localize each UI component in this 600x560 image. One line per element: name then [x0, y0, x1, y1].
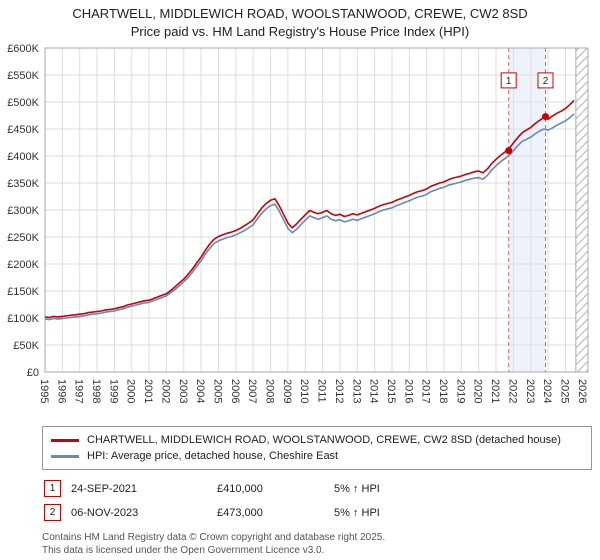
- svg-text:£50K: £50K: [13, 340, 39, 352]
- svg-text:£550K: £550K: [7, 70, 39, 82]
- svg-text:1998: 1998: [90, 379, 102, 403]
- chart-legend: CHARTWELL, MIDDLEWICH ROAD, WOOLSTANWOOD…: [42, 426, 592, 471]
- transaction-2-hpi-change: 5% ↑ HPI: [334, 506, 380, 519]
- svg-text:£450K: £450K: [7, 124, 39, 136]
- svg-text:2014: 2014: [368, 379, 380, 403]
- svg-text:2025: 2025: [558, 379, 570, 403]
- svg-text:£150K: £150K: [7, 286, 39, 298]
- transaction-1-price: £410,000: [217, 482, 263, 495]
- transaction-row-1: 1 24-SEP-2021 £410,000 5% ↑ HPI: [44, 480, 592, 498]
- svg-text:2021: 2021: [489, 379, 501, 403]
- svg-text:2022: 2022: [506, 379, 518, 403]
- svg-text:2000: 2000: [125, 379, 137, 403]
- svg-text:2006: 2006: [229, 379, 241, 403]
- svg-text:£250K: £250K: [7, 232, 39, 244]
- copyright-line: Contains HM Land Registry data © Crown c…: [42, 532, 386, 544]
- licence-line: This data is licensed under the Open Gov…: [42, 545, 325, 557]
- svg-text:2015: 2015: [385, 379, 397, 403]
- svg-text:2007: 2007: [246, 379, 258, 403]
- svg-text:2024: 2024: [541, 379, 553, 403]
- transaction-1-marker: 1: [44, 480, 61, 498]
- svg-text:1996: 1996: [55, 379, 67, 403]
- transaction-2-price: £473,000: [217, 506, 263, 519]
- svg-text:2018: 2018: [437, 379, 449, 403]
- svg-text:2003: 2003: [177, 379, 189, 403]
- svg-text:£300K: £300K: [7, 205, 39, 217]
- svg-text:£100K: £100K: [7, 313, 39, 325]
- svg-text:2005: 2005: [212, 379, 224, 403]
- svg-text:£500K: £500K: [7, 97, 39, 109]
- chart-header: CHARTWELL, MIDDLEWICH ROAD, WOOLSTANWOOD…: [0, 0, 600, 40]
- chart-subtitle: Price paid vs. HM Land Registry's House …: [130, 23, 470, 39]
- svg-text:£400K: £400K: [7, 151, 39, 163]
- svg-text:2016: 2016: [402, 379, 414, 403]
- svg-text:1997: 1997: [73, 379, 85, 403]
- hpi-line-swatch: [51, 454, 79, 458]
- transactions-list: 1 24-SEP-2021 £410,000 5% ↑ HPI 2 06-NOV…: [44, 480, 592, 522]
- svg-text:2012: 2012: [333, 379, 345, 403]
- transaction-row-2: 2 06-NOV-2023 £473,000 5% ↑ HPI: [44, 504, 592, 522]
- legend-label-price-paid: CHARTWELL, MIDDLEWICH ROAD, WOOLSTANWOOD…: [87, 434, 561, 447]
- price-chart: 1 2 £0 £50K £100K £150K £200K £250K £300K £350K £4…: [7, 43, 589, 404]
- svg-text:£350K: £350K: [7, 178, 39, 190]
- svg-text:2023: 2023: [524, 379, 536, 403]
- transaction-2-marker: 2: [44, 504, 61, 522]
- legend-item-price-paid: CHARTWELL, MIDDLEWICH ROAD, WOOLSTANWOOD…: [51, 432, 583, 448]
- svg-text:£200K: £200K: [7, 259, 39, 271]
- svg-text:1999: 1999: [107, 379, 119, 403]
- chart-title: CHARTWELL, MIDDLEWICH ROAD, WOOLSTANWOOD…: [72, 6, 528, 21]
- svg-text:2026: 2026: [576, 379, 588, 403]
- svg-text:2008: 2008: [264, 379, 276, 403]
- legend-item-hpi: HPI: Average price, detached house, Ches…: [51, 448, 583, 464]
- transaction-1-date: 24-SEP-2021: [71, 482, 138, 495]
- svg-text:2009: 2009: [281, 379, 293, 403]
- svg-text:2017: 2017: [420, 379, 432, 403]
- svg-text:2004: 2004: [194, 379, 206, 403]
- transaction-2-date: 06-NOV-2023: [71, 506, 139, 519]
- license-footer: Contains HM Land Registry data © Crown c…: [42, 531, 592, 557]
- svg-text:2010: 2010: [298, 379, 310, 403]
- svg-text:2001: 2001: [142, 379, 154, 403]
- transaction-1-hpi-change: 5% ↑ HPI: [334, 482, 380, 495]
- svg-text:1995: 1995: [38, 379, 50, 403]
- svg-text:1: 1: [506, 76, 512, 87]
- svg-text:2: 2: [543, 76, 549, 87]
- svg-text:2020: 2020: [472, 379, 484, 403]
- svg-text:£600K: £600K: [7, 43, 39, 55]
- svg-text:2011: 2011: [316, 379, 328, 403]
- svg-text:2002: 2002: [159, 379, 171, 403]
- price-line-swatch: [51, 438, 79, 442]
- legend-label-hpi: HPI: Average price, detached house, Ches…: [87, 450, 339, 463]
- svg-text:£0: £0: [27, 367, 39, 379]
- svg-text:2013: 2013: [350, 379, 362, 403]
- svg-text:2019: 2019: [454, 379, 466, 403]
